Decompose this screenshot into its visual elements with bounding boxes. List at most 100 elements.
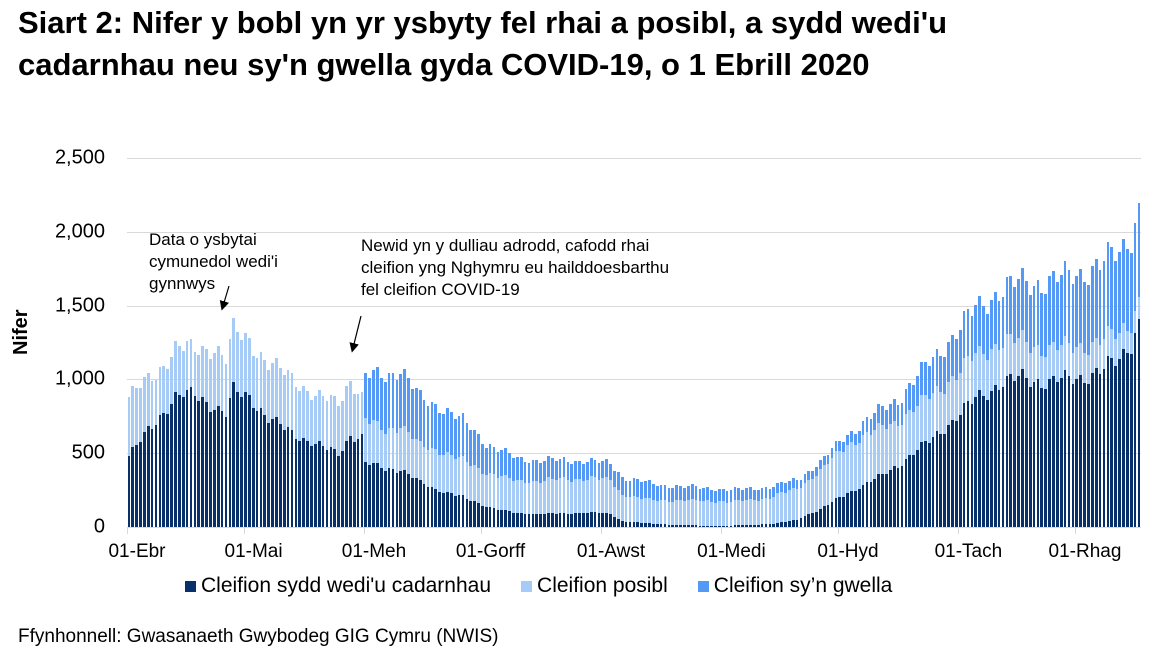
bar-segment-recovering: [508, 453, 511, 478]
bar-segment-recovering: [958, 330, 962, 373]
bar-segment-recovering: [1056, 281, 1059, 351]
bar-segment-suspected: [815, 475, 818, 512]
bar-segment-suspected: [846, 444, 849, 494]
bar-segment-suspected: [376, 420, 379, 463]
bar: [651, 483, 655, 527]
bar-segment-confirmed: [150, 428, 154, 527]
bar-segment-confirmed: [881, 473, 884, 527]
bar-segment-recovering: [737, 488, 741, 501]
bar-segment-suspected: [760, 498, 764, 525]
bar-segment-suspected: [516, 480, 519, 514]
bar-segment-suspected: [399, 428, 403, 472]
bar-segment-recovering: [624, 480, 628, 498]
bar: [939, 355, 943, 527]
bar-segment-suspected: [756, 500, 760, 525]
bar: [298, 390, 302, 527]
bar-segment-confirmed: [352, 441, 356, 527]
bar-segment-suspected: [896, 425, 900, 468]
bar-segment-confirmed: [146, 426, 150, 527]
bar-segment-recovering: [931, 357, 935, 393]
bar: [178, 346, 181, 527]
bar-segment-confirmed: [597, 513, 601, 527]
bar-segment-suspected: [877, 422, 880, 474]
bar: [834, 440, 838, 527]
bar-segment-confirmed: [850, 490, 853, 527]
bar: [970, 315, 974, 527]
bar-segment-suspected: [628, 497, 632, 523]
bar: [714, 491, 717, 527]
bar-segment-confirmed: [1071, 384, 1075, 527]
bar-segment-suspected: [671, 501, 675, 525]
bar-segment-recovering: [550, 458, 554, 479]
bar-segment-confirmed: [481, 506, 484, 527]
x-tick-mark: [600, 527, 602, 534]
bar-segment-confirmed: [216, 405, 220, 527]
bar-segment-suspected: [737, 500, 741, 526]
x-tick-mark: [958, 527, 960, 534]
bar-segment-suspected: [939, 392, 943, 435]
bar: [368, 377, 372, 527]
bar-segment-recovering: [865, 417, 869, 433]
bar-segment-recovering: [741, 489, 745, 501]
bar-segment-confirmed: [920, 442, 923, 527]
bar: [690, 484, 694, 527]
bar-segment-recovering: [1114, 261, 1117, 340]
bar-segment-suspected: [791, 487, 795, 520]
bar-segment-suspected: [686, 500, 690, 526]
bar-segment-recovering: [838, 441, 842, 452]
bar-segment-confirmed: [1017, 376, 1020, 527]
annotation-line: cleifion yng Nghymru eu hailddoesbarthu: [361, 258, 670, 277]
bar-segment-suspected: [589, 476, 593, 512]
bar: [1098, 269, 1102, 527]
bar-segment-suspected: [690, 498, 694, 526]
bar-segment-recovering: [861, 421, 865, 435]
bar: [582, 464, 585, 527]
bar-segment-suspected: [962, 357, 966, 403]
bar-segment-recovering: [702, 487, 706, 501]
bar-segment-recovering: [733, 487, 737, 500]
bar-segment-suspected: [648, 497, 651, 524]
bar: [376, 367, 379, 527]
bar-segment-recovering: [465, 422, 469, 462]
bar-segment-confirmed: [535, 513, 539, 527]
bar-segment-confirmed: [842, 496, 846, 527]
bar-segment-confirmed: [993, 385, 997, 527]
bar: [1028, 294, 1032, 527]
bar: [473, 430, 476, 527]
bar: [279, 368, 282, 527]
x-tick-mark: [127, 527, 128, 534]
bar: [527, 463, 531, 527]
bar-segment-confirmed: [706, 525, 710, 527]
bar: [523, 462, 527, 527]
bar-segment-recovering: [543, 460, 546, 481]
bar-segment-suspected: [1059, 345, 1063, 379]
bar-segment-confirmed: [387, 468, 391, 527]
bar-segment-confirmed: [143, 431, 146, 527]
bar-segment-recovering: [951, 334, 954, 377]
bar-segment-recovering: [881, 406, 884, 426]
legend-label: Cleifion sy’n gwella: [713, 574, 893, 597]
bar-segment-recovering: [380, 377, 383, 430]
bar-segment-suspected: [982, 354, 985, 396]
bar-segment-recovering: [372, 370, 375, 421]
bar: [593, 459, 597, 527]
bar: [663, 484, 667, 527]
bar-segment-recovering: [620, 476, 624, 495]
bar: [341, 400, 344, 527]
bar-segment-suspected: [550, 478, 554, 514]
bar-segment-confirmed: [247, 394, 251, 527]
bar-segment-confirmed: [997, 390, 1001, 527]
bar: [1083, 282, 1086, 527]
bar-segment-confirmed: [857, 489, 861, 527]
bar-segment-recovering: [430, 401, 434, 448]
bar-segment-suspected: [729, 501, 733, 526]
bar: [686, 486, 690, 527]
bar-segment-confirmed: [240, 396, 243, 527]
bar-segment-recovering: [1021, 268, 1024, 331]
bar: [706, 487, 710, 527]
bar-segment-recovering: [764, 487, 768, 498]
bar-segment-recovering: [617, 472, 620, 490]
bar-segment-confirmed: [601, 512, 605, 527]
plot-area: [127, 158, 1141, 527]
bar-segment-recovering: [904, 389, 908, 415]
